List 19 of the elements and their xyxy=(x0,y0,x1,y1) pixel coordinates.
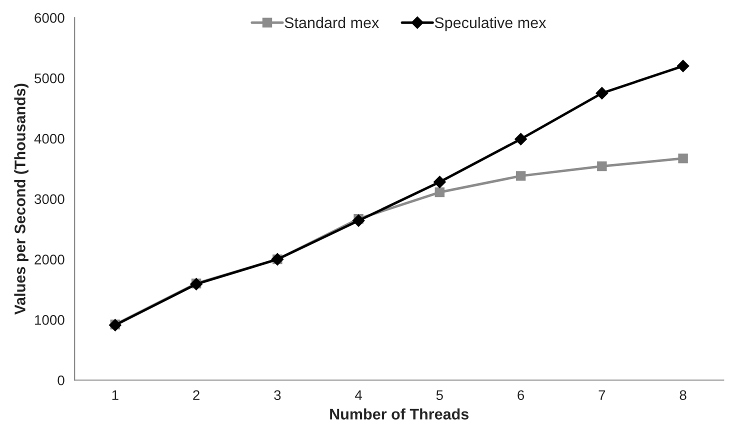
y-tick-label: 1000 xyxy=(35,315,64,325)
legend-label: Standard mex xyxy=(284,16,380,28)
y-tick-label: 6000 xyxy=(34,13,64,23)
y-axis-title: Values per Second (Thousands) xyxy=(14,84,28,315)
x-axis-title: Number of Threads xyxy=(330,408,469,420)
y-tick-label: 5000 xyxy=(34,73,64,84)
y-tick-label: 0 xyxy=(58,375,64,386)
y-tick-label: 3000 xyxy=(34,194,64,204)
x-tick-label: 2 xyxy=(193,390,200,400)
legend-label: Speculative mex xyxy=(434,16,546,32)
x-tick-label: 8 xyxy=(680,390,686,400)
x-tick-label: 7 xyxy=(598,390,606,400)
x-tick-label: 6 xyxy=(518,390,524,400)
x-tick-label: 1 xyxy=(112,390,118,400)
x-tick-label: 5 xyxy=(436,390,443,400)
x-tick-label: 3 xyxy=(274,390,281,400)
x-tick-label: 4 xyxy=(355,390,362,400)
y-tick-label: 4000 xyxy=(34,134,64,144)
y-tick-label: 2000 xyxy=(34,254,64,264)
